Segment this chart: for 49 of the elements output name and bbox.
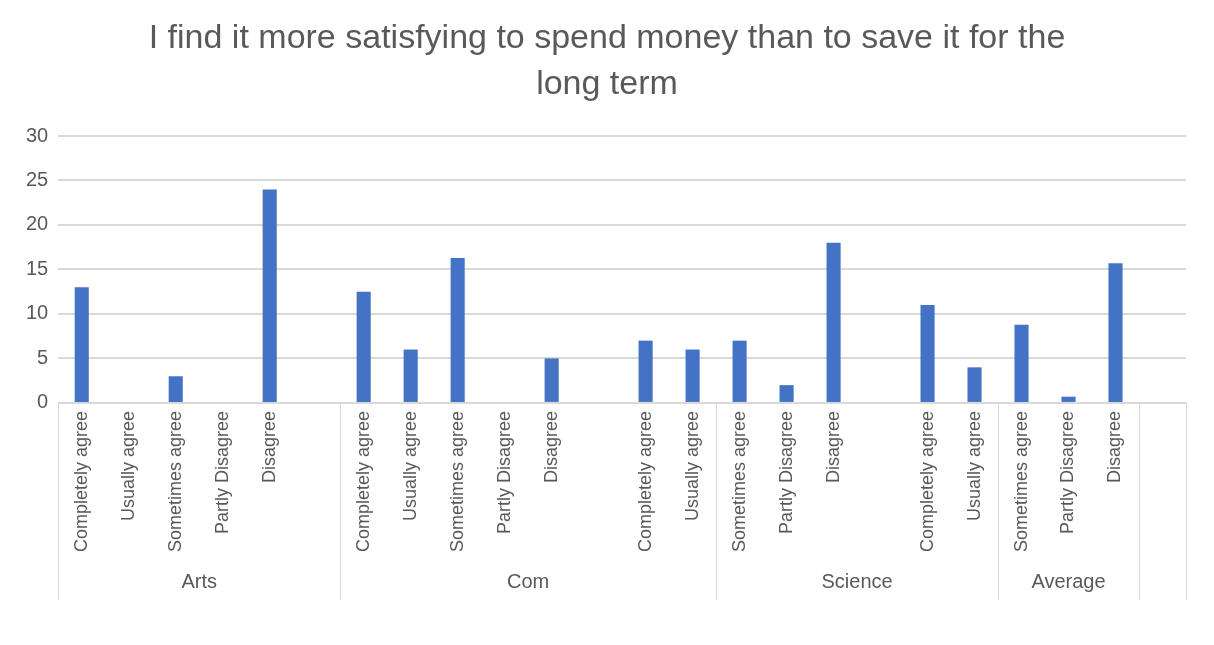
x-tick-label: Completely agree bbox=[352, 410, 373, 552]
y-tick-label: 5 bbox=[37, 345, 49, 368]
bar bbox=[1108, 263, 1123, 402]
bar bbox=[826, 242, 841, 402]
x-tick-label: Partly Disagree bbox=[775, 410, 796, 534]
bar bbox=[967, 367, 982, 402]
bar bbox=[1014, 324, 1029, 402]
x-tick-label: Sometimes agree bbox=[728, 410, 749, 552]
bar bbox=[544, 358, 559, 402]
x-tick-label: Disagree bbox=[540, 410, 561, 483]
chart-title: I find it more satisfying to spend money than to save it for the long term bbox=[147, 16, 1067, 103]
bar bbox=[356, 291, 371, 402]
x-tick-label: Partly Disagree bbox=[211, 410, 232, 534]
x-tick-label: Usually agree bbox=[963, 410, 984, 521]
y-tick-label: 0 bbox=[37, 390, 49, 413]
bar bbox=[638, 340, 653, 402]
y-tick-label: 20 bbox=[26, 212, 49, 235]
x-tick-label: Usually agree bbox=[399, 410, 420, 521]
bar bbox=[168, 376, 183, 402]
x-tick-label: Completely agree bbox=[916, 410, 937, 552]
x-tick-label: Usually agree bbox=[681, 410, 702, 521]
bar bbox=[732, 340, 747, 402]
bar bbox=[685, 349, 700, 402]
bar bbox=[1061, 396, 1076, 402]
x-tick-label: Completely agree bbox=[634, 410, 655, 552]
y-tick-label: 10 bbox=[26, 301, 49, 324]
x-tick-label: Disagree bbox=[258, 410, 279, 483]
bar bbox=[74, 287, 89, 402]
x-tick-label: Disagree bbox=[1104, 410, 1125, 483]
x-tick-label: Partly Disagree bbox=[1057, 410, 1078, 534]
text: Arts bbox=[181, 569, 217, 592]
x-tick-label: Sometimes agree bbox=[446, 410, 467, 552]
x-tick-label: Usually agree bbox=[117, 410, 138, 521]
text: Average bbox=[1031, 569, 1106, 592]
x-tick-label: Sometimes agree bbox=[164, 410, 185, 552]
bar bbox=[450, 257, 465, 402]
y-tick-label: 15 bbox=[26, 256, 49, 279]
bar bbox=[920, 304, 935, 402]
x-tick-label: Disagree bbox=[822, 410, 843, 483]
bar bbox=[262, 189, 277, 402]
y-tick-label: 25 bbox=[26, 167, 49, 190]
bar bbox=[779, 384, 794, 402]
text: Science bbox=[821, 569, 893, 592]
bar bbox=[403, 349, 418, 402]
y-tick-label: 30 bbox=[26, 123, 49, 146]
text: Com bbox=[507, 569, 550, 592]
x-tick-label: Completely agree bbox=[70, 410, 91, 552]
x-tick-label: Sometimes agree bbox=[1010, 410, 1031, 552]
x-tick-label: Partly Disagree bbox=[493, 410, 514, 534]
